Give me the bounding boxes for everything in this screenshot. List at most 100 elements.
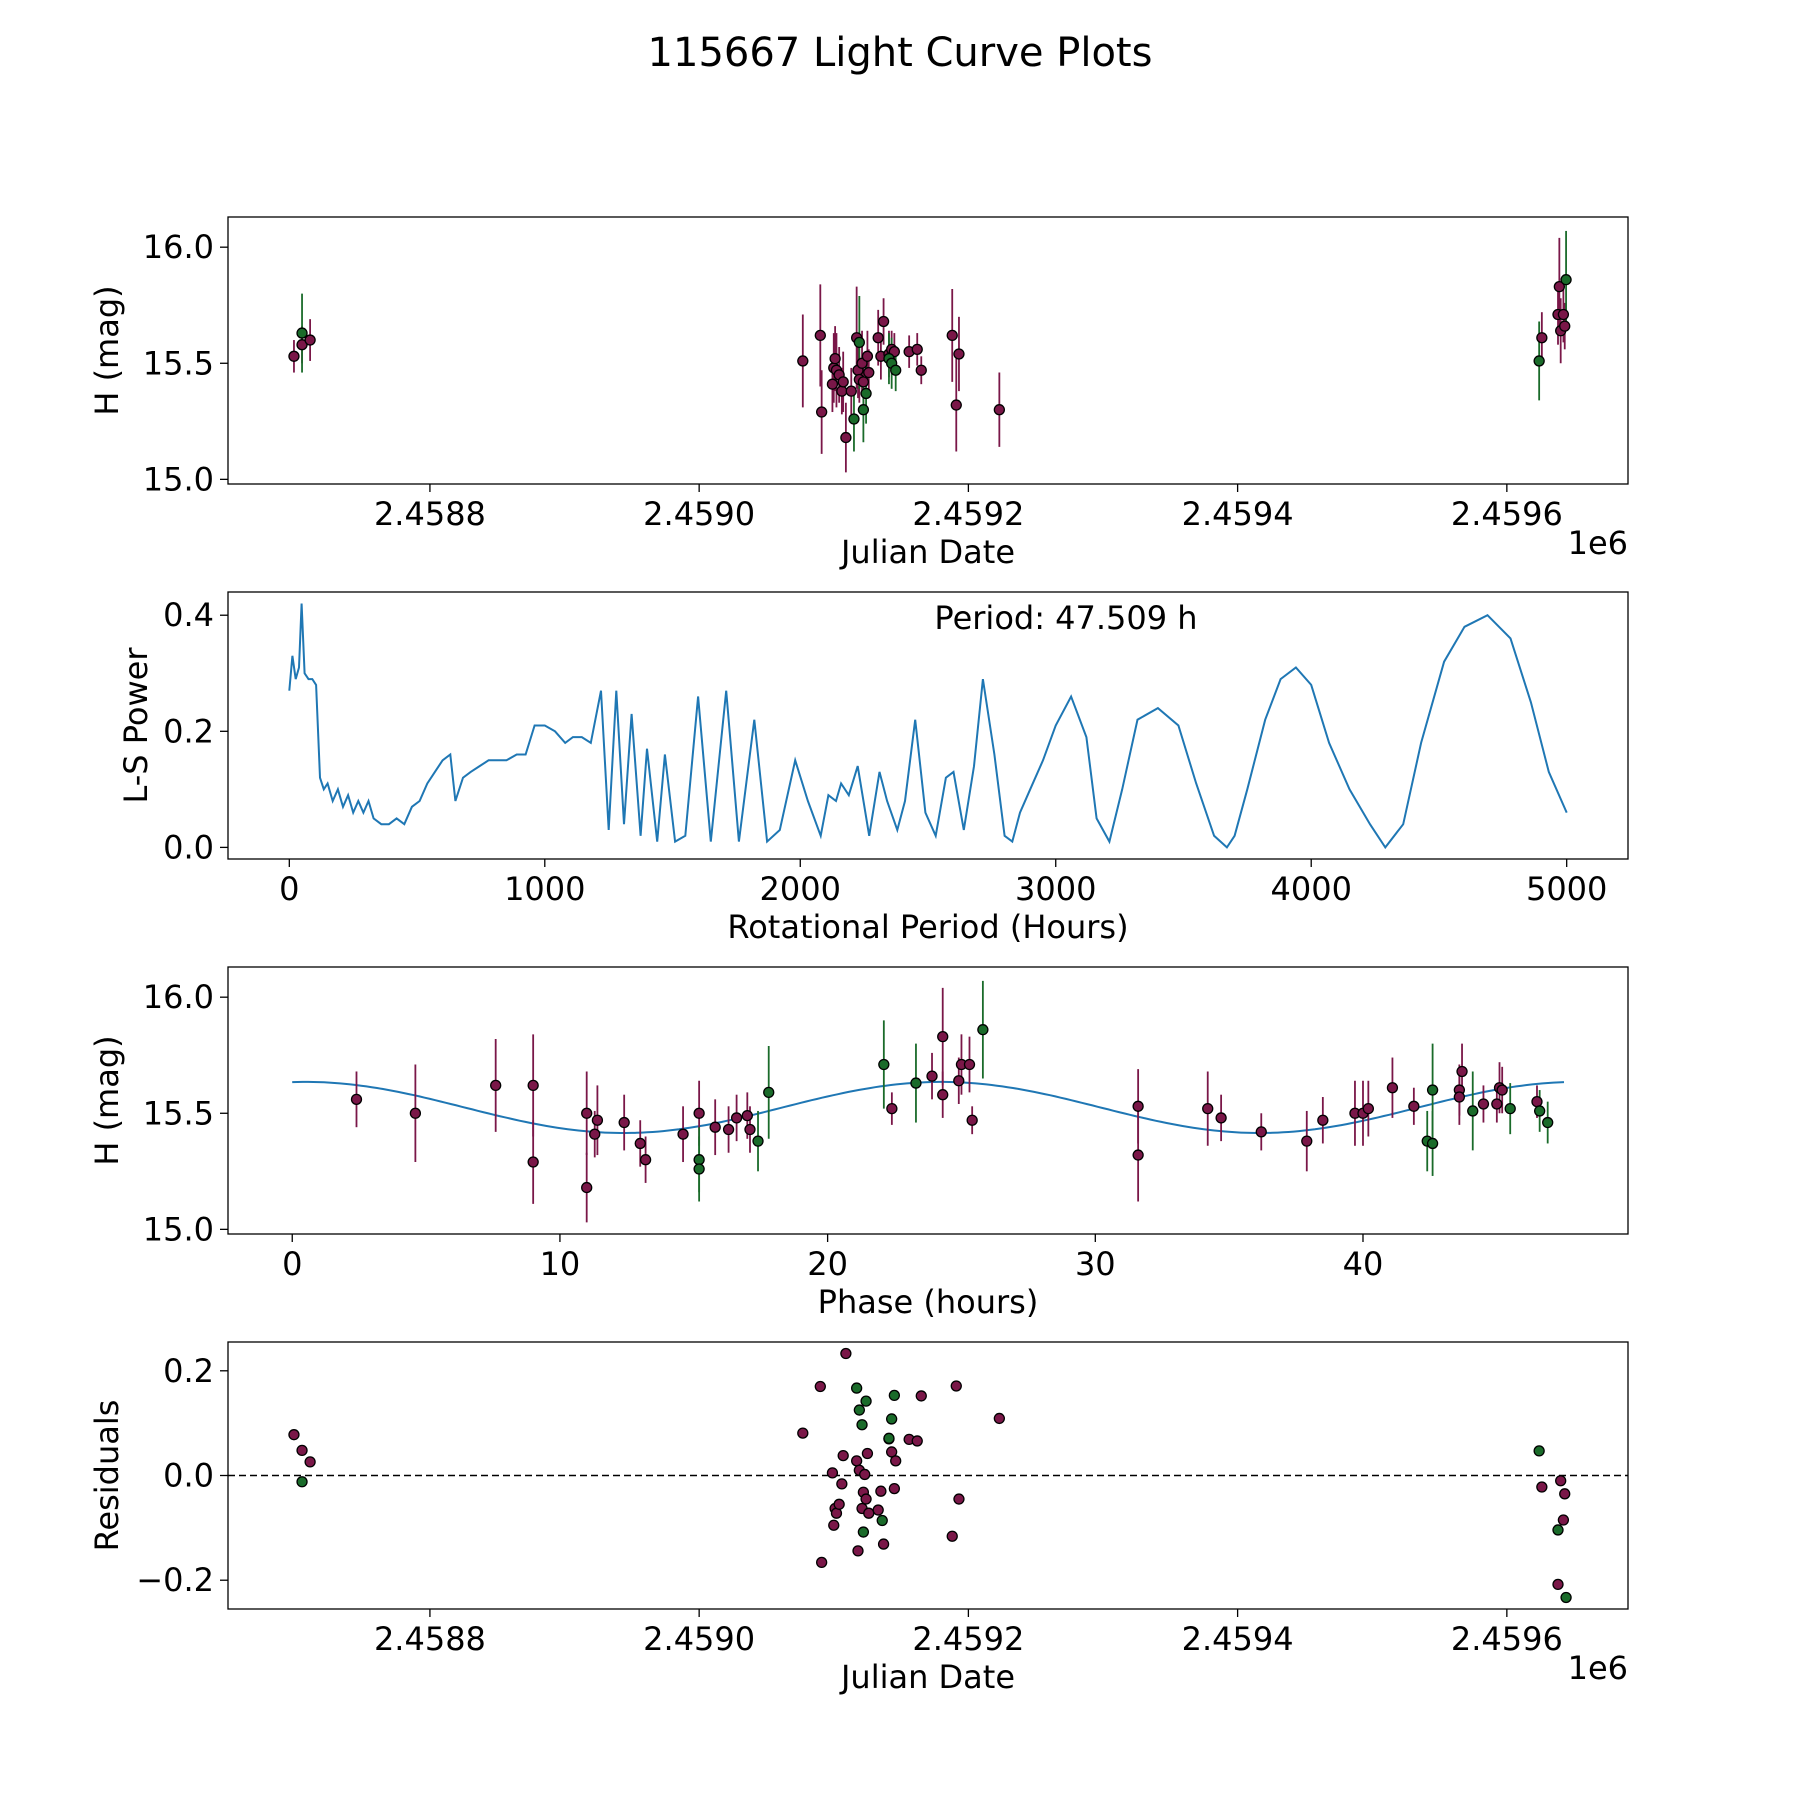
green-point bbox=[910, 1077, 922, 1089]
purple-point bbox=[527, 1156, 539, 1168]
y-tick-label: 15.0 bbox=[143, 1210, 214, 1248]
purple-point bbox=[840, 1347, 852, 1360]
axes-frame bbox=[227, 216, 1629, 485]
purple-point bbox=[826, 378, 839, 390]
purple-point bbox=[1553, 281, 1565, 293]
purple-point bbox=[926, 1070, 938, 1082]
x-tick-label: 5000 bbox=[1526, 870, 1607, 908]
purple-point bbox=[304, 334, 316, 346]
purple-point bbox=[915, 1390, 927, 1402]
green-point bbox=[1467, 1105, 1479, 1117]
purple-point bbox=[581, 1107, 593, 1119]
y-tick-label: 16.0 bbox=[143, 228, 214, 266]
purple-point bbox=[409, 1107, 422, 1119]
green-point bbox=[853, 336, 865, 349]
purple-point bbox=[829, 352, 841, 365]
purple-point bbox=[826, 1467, 839, 1479]
x-tick-label: 2.4590 bbox=[643, 495, 755, 533]
green-point bbox=[1560, 274, 1572, 286]
purple-point bbox=[937, 1031, 949, 1043]
axes-frame bbox=[227, 1341, 1629, 1610]
purple-point bbox=[1555, 1475, 1567, 1487]
purple-point bbox=[863, 366, 875, 379]
y-tick-label: 0.2 bbox=[163, 1352, 214, 1390]
green-point bbox=[890, 364, 902, 376]
plot-area bbox=[292, 980, 1565, 1223]
green-point bbox=[752, 1135, 764, 1147]
x-tick-label: 2.4590 bbox=[643, 1620, 755, 1658]
purple-point bbox=[1408, 1100, 1420, 1112]
purple-point bbox=[797, 355, 809, 367]
purple-point bbox=[288, 350, 300, 362]
purple-point bbox=[950, 399, 962, 411]
x-tick-label: 2.4594 bbox=[1182, 495, 1294, 533]
purple-point bbox=[296, 1444, 308, 1457]
purple-point bbox=[837, 376, 849, 388]
green-point bbox=[888, 1389, 900, 1402]
purple-point bbox=[877, 315, 890, 328]
purple-point bbox=[744, 1123, 756, 1136]
purple-point bbox=[591, 1114, 604, 1126]
green-point bbox=[860, 1395, 872, 1407]
periodogram-panel: 0 1000 2000 3000 4000 5000 0.0 0.2 0.4 Rotational… bbox=[117, 591, 1629, 946]
green-point bbox=[856, 1419, 868, 1431]
x-tick-label: 1000 bbox=[504, 870, 585, 908]
x-tick-label: 3000 bbox=[1015, 870, 1096, 908]
purple-point bbox=[859, 1468, 871, 1481]
purple-point bbox=[1456, 1065, 1468, 1078]
purple-point bbox=[946, 1530, 958, 1542]
green-point bbox=[1504, 1102, 1516, 1115]
y-tick-label: 0.0 bbox=[163, 1457, 214, 1495]
green-point bbox=[857, 1526, 870, 1538]
x-tick-label: 20 bbox=[807, 1245, 848, 1283]
purple-point bbox=[993, 1412, 1005, 1425]
y-axis-label: H (mag) bbox=[88, 1035, 126, 1165]
purple-point bbox=[860, 1493, 872, 1505]
purple-point bbox=[797, 1427, 809, 1439]
period-annotation: Period: 47.509 h bbox=[934, 599, 1197, 637]
green-point bbox=[1560, 1591, 1572, 1604]
x-tick-label: 2000 bbox=[760, 870, 841, 908]
y-tick-label: 15.0 bbox=[143, 460, 214, 498]
purple-point bbox=[1202, 1102, 1214, 1115]
green-point bbox=[883, 1432, 895, 1444]
purple-point bbox=[963, 1058, 976, 1071]
axes-frame bbox=[227, 591, 1629, 860]
purple-point bbox=[937, 1089, 949, 1101]
purple-point bbox=[946, 329, 958, 342]
purple-point bbox=[1453, 1091, 1466, 1103]
purple-point bbox=[350, 1093, 363, 1105]
purple-point bbox=[730, 1112, 743, 1124]
green-point bbox=[1426, 1084, 1439, 1096]
purple-point bbox=[851, 1455, 863, 1467]
x-offset-label: 1e6 bbox=[1568, 1649, 1628, 1687]
x-tick-label: 4000 bbox=[1270, 870, 1351, 908]
purple-point bbox=[861, 1447, 874, 1460]
purple-point bbox=[1362, 1102, 1374, 1115]
purple-point bbox=[490, 1079, 502, 1092]
x-axis-label: Julian Date bbox=[839, 1658, 1015, 1696]
purple-point bbox=[836, 1478, 848, 1490]
green-point bbox=[693, 1154, 705, 1166]
purple-point bbox=[857, 376, 870, 388]
fit-curve bbox=[292, 1080, 1565, 1134]
purple-point bbox=[1132, 1149, 1144, 1161]
purple-point bbox=[618, 1116, 630, 1129]
x-tick-label: 10 bbox=[540, 1245, 581, 1283]
x-tick-label: 2.4592 bbox=[912, 495, 1024, 533]
x-tick-label: 0 bbox=[279, 870, 299, 908]
y-tick-label: 16.0 bbox=[143, 978, 214, 1016]
purple-point bbox=[886, 1102, 898, 1115]
purple-point bbox=[836, 385, 848, 397]
x-offset-label: 1e6 bbox=[1568, 524, 1628, 562]
lightcurve-panel: 2.4588 2.4590 2.4592 2.4594 2.4596 15.0 15.5 16… bbox=[88, 216, 1629, 571]
purple-point bbox=[1536, 1481, 1548, 1493]
purple-point bbox=[741, 1109, 753, 1122]
purple-point bbox=[852, 1545, 864, 1557]
purple-point bbox=[953, 1493, 965, 1505]
green-point bbox=[1534, 1105, 1546, 1117]
green-point bbox=[296, 1476, 308, 1488]
purple-point bbox=[693, 1107, 705, 1119]
green-point bbox=[1552, 1524, 1564, 1536]
